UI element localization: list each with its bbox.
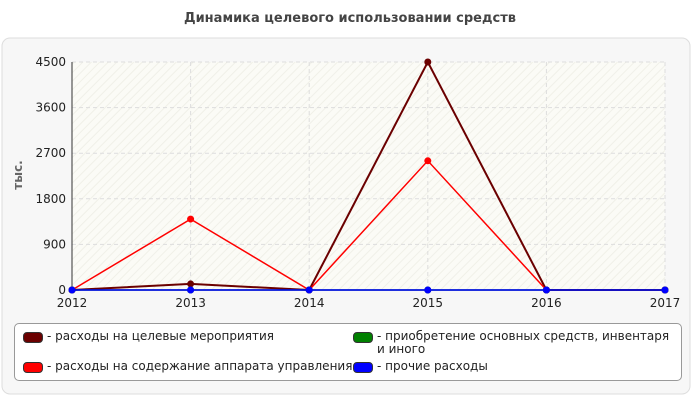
- point: [542, 286, 550, 294]
- point: [305, 286, 313, 294]
- point: [187, 280, 195, 288]
- point: [187, 286, 195, 294]
- point: [661, 286, 669, 294]
- y-tick-label: 0: [58, 283, 66, 297]
- legend-swatch: [23, 361, 43, 373]
- legend-item: - прочие расходы: [353, 358, 673, 375]
- legend: - расходы на целевые мероприятия - расход…: [14, 323, 682, 381]
- point: [424, 58, 432, 66]
- legend-item: - приобретение основных средств, инвента…: [353, 330, 673, 358]
- chart-title: Динамика целевого использовании средств: [184, 11, 516, 26]
- x-tick-label: 2015: [413, 296, 444, 310]
- x-tick-label: 2016: [531, 296, 562, 310]
- legend-item: - расходы на содержание аппарата управле…: [23, 358, 353, 375]
- point: [424, 286, 432, 294]
- legend-swatch: [353, 361, 373, 373]
- x-tick-label: 2013: [175, 296, 206, 310]
- point: [187, 215, 195, 223]
- point: [68, 286, 76, 294]
- legend-label: - прочие расходы: [377, 358, 488, 373]
- legend-item: - расходы на целевые мероприятия: [23, 330, 353, 358]
- x-tick-label: 2012: [57, 296, 88, 310]
- legend-swatch: [23, 332, 43, 343]
- legend-label: - расходы на содержание аппарата управле…: [47, 358, 353, 373]
- legend-swatch: [353, 332, 373, 343]
- x-tick-label: 2014: [294, 296, 325, 310]
- y-tick-label: 900: [43, 237, 66, 251]
- legend-label: - расходы на целевые мероприятия: [47, 329, 274, 343]
- legend-label: - приобретение основных средств, инвента…: [377, 329, 670, 356]
- y-tick-label: 4500: [35, 55, 66, 69]
- y-tick-label: 1800: [35, 192, 66, 206]
- x-tick-label: 2017: [650, 296, 681, 310]
- y-tick-label: 3600: [35, 101, 66, 115]
- y-tick-label: 2700: [35, 146, 66, 160]
- point: [424, 157, 432, 165]
- y-axis-label: тыс.: [11, 160, 25, 189]
